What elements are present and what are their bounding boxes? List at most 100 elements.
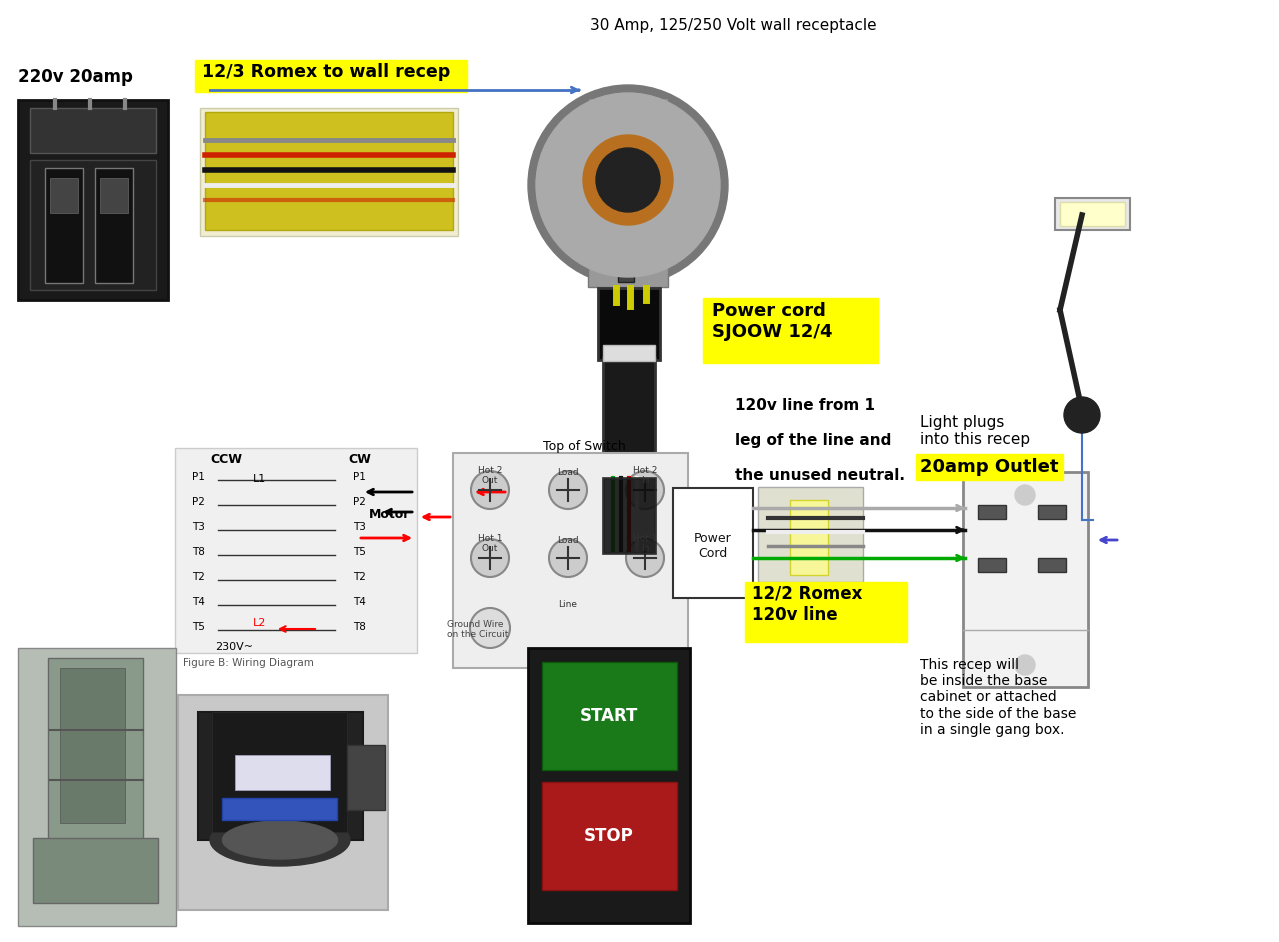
Text: CCW: CCW — [210, 453, 242, 466]
Text: P1: P1 — [353, 472, 366, 482]
Bar — [588, 98, 668, 120]
Text: Ground Wire
on the Circuit: Ground Wire on the Circuit — [446, 620, 508, 640]
Bar — [194, 60, 467, 92]
Bar — [205, 112, 453, 230]
Text: P1: P1 — [192, 472, 205, 482]
Bar — [790, 500, 828, 575]
Text: L1: L1 — [253, 474, 266, 484]
Bar — [453, 453, 688, 668]
Bar — [602, 358, 655, 478]
Bar — [29, 108, 156, 153]
Text: Power
Cord: Power Cord — [694, 532, 732, 560]
Bar — [33, 838, 159, 903]
Bar — [618, 252, 634, 282]
Circle shape — [625, 471, 664, 509]
Bar — [1039, 505, 1065, 519]
Bar — [60, 668, 125, 823]
Text: 20amp Outlet: 20amp Outlet — [920, 458, 1059, 476]
Bar — [599, 238, 614, 262]
Text: T2: T2 — [353, 572, 366, 582]
Bar — [542, 662, 677, 770]
Circle shape — [549, 539, 587, 577]
Bar — [1060, 202, 1126, 226]
Bar — [212, 712, 347, 832]
Text: This recep will
be inside the base
cabinet or attached
to the side of the base
i: This recep will be inside the base cabin… — [920, 658, 1077, 737]
Circle shape — [1016, 485, 1035, 505]
Text: T3: T3 — [353, 522, 366, 532]
Text: P2: P2 — [192, 497, 205, 507]
Bar — [45, 168, 83, 283]
Text: 120v line from 1

leg of the line and

the unused neutral.: 120v line from 1 leg of the line and the… — [735, 398, 906, 482]
Text: Top of Switch: Top of Switch — [544, 440, 625, 453]
Bar — [588, 265, 668, 287]
Ellipse shape — [223, 821, 338, 859]
Text: STOP: STOP — [585, 827, 634, 845]
Bar — [200, 108, 458, 236]
Text: Load: Load — [558, 536, 579, 545]
Text: T3: T3 — [192, 522, 205, 532]
Text: 12/2 Romex
120v line: 12/2 Romex 120v line — [752, 585, 862, 624]
Bar — [18, 648, 177, 926]
Bar — [1039, 558, 1065, 572]
Bar — [49, 658, 143, 843]
Circle shape — [583, 135, 673, 225]
Text: Motor: Motor — [368, 508, 411, 521]
Bar — [602, 345, 655, 361]
Bar — [963, 472, 1088, 687]
Circle shape — [469, 608, 510, 648]
Bar — [542, 782, 677, 890]
Bar — [645, 238, 660, 262]
Text: 12/3 Romex to wall recep: 12/3 Romex to wall recep — [202, 63, 450, 81]
Bar — [528, 648, 689, 923]
Bar — [599, 288, 660, 360]
Circle shape — [1064, 397, 1100, 433]
Bar — [602, 478, 655, 553]
Text: T5: T5 — [192, 622, 205, 632]
Text: 30 Amp, 125/250 Volt wall receptacle: 30 Amp, 125/250 Volt wall receptacle — [590, 18, 876, 33]
Text: 230V~: 230V~ — [215, 642, 253, 652]
Bar — [95, 168, 133, 283]
Bar — [978, 558, 1007, 572]
Text: START: START — [579, 707, 638, 725]
Bar — [100, 178, 128, 213]
Circle shape — [528, 85, 728, 285]
Bar — [198, 712, 363, 840]
Text: Light plugs
into this recep: Light plugs into this recep — [920, 415, 1030, 447]
Text: T8: T8 — [353, 622, 366, 632]
Circle shape — [1016, 655, 1035, 675]
Text: Figure B: Wiring Diagram: Figure B: Wiring Diagram — [183, 658, 313, 668]
Bar — [175, 448, 417, 653]
Bar — [347, 745, 385, 810]
Text: Hot 1
In: Hot 1 In — [633, 534, 657, 553]
Bar — [758, 487, 863, 582]
Text: Line: Line — [559, 600, 578, 609]
Text: T4: T4 — [353, 597, 366, 607]
Bar — [29, 160, 156, 290]
Bar — [1055, 198, 1131, 230]
Bar — [50, 178, 78, 213]
Text: 220v 20amp: 220v 20amp — [18, 68, 133, 86]
Text: L2: L2 — [253, 618, 266, 628]
Text: T5: T5 — [353, 547, 366, 557]
Bar — [235, 755, 330, 790]
Text: Hot 2
Out: Hot 2 Out — [478, 466, 503, 485]
Circle shape — [536, 93, 720, 277]
Text: T2: T2 — [192, 572, 205, 582]
Text: Power cord
SJOOW 12/4: Power cord SJOOW 12/4 — [712, 302, 833, 341]
Text: P2: P2 — [353, 497, 366, 507]
Circle shape — [471, 539, 509, 577]
Text: Hot 2
In: Hot 2 In — [633, 466, 657, 485]
Bar — [744, 582, 907, 642]
Ellipse shape — [210, 814, 350, 866]
Text: T4: T4 — [192, 597, 205, 607]
Circle shape — [596, 148, 660, 212]
Bar — [978, 505, 1007, 519]
Text: CW: CW — [348, 453, 371, 466]
Circle shape — [471, 471, 509, 509]
Circle shape — [549, 471, 587, 509]
Bar — [18, 100, 168, 300]
Bar — [673, 488, 753, 598]
Bar — [178, 695, 388, 910]
Bar — [223, 798, 336, 820]
Text: Hot 1
Out: Hot 1 Out — [478, 534, 503, 553]
